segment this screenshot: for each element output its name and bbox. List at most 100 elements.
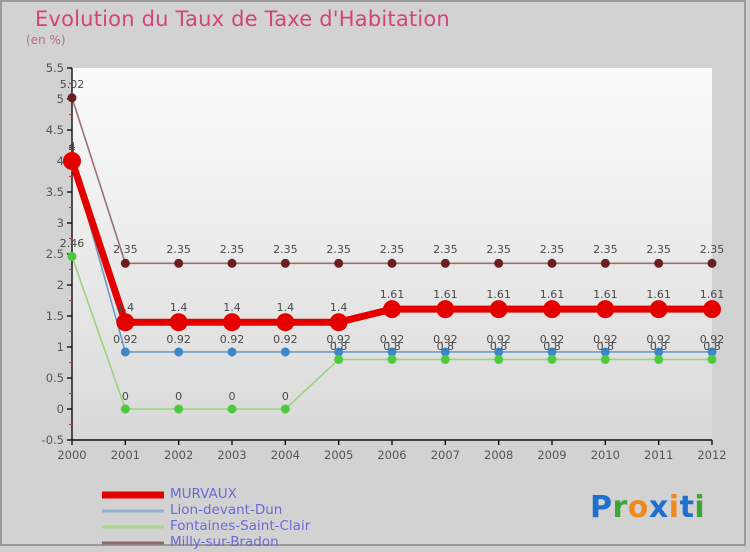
data-point-label: 0.8	[489, 340, 508, 354]
chart-legend: MURVAUX Lion-devant-Dun Fontaines-Saint-Cl…	[102, 486, 402, 551]
legend-item-2[interactable]: Fontaines-Saint-Clair	[102, 518, 402, 535]
data-point-label: 2.46	[59, 237, 85, 251]
data-point-label: 2.35	[219, 243, 245, 257]
x-axis-tick-label: 2000	[57, 448, 87, 462]
x-axis-tick-label: 2010	[590, 448, 620, 462]
legend-color-swatch	[102, 541, 164, 545]
data-point-label: 1.61	[539, 288, 565, 302]
data-point-label: 0.92	[379, 332, 405, 346]
data-point-label: 0.8	[649, 340, 668, 354]
data-point-label: 0.8	[383, 340, 401, 354]
x-axis-tick-label: 2009	[537, 448, 567, 462]
data-point-label: 4	[68, 140, 76, 153]
data-point-label: 0.92	[433, 332, 458, 346]
x-axis-tick-label: 2003	[217, 448, 247, 462]
data-point-label: 2.35	[646, 243, 671, 257]
data-point-label: 1.61	[593, 288, 618, 302]
legend-label: Fontaines-Saint-Clair	[170, 518, 311, 534]
data-point-label: 2.35	[113, 243, 138, 257]
data-point-label: 1.4	[116, 301, 135, 315]
data-point-label: 2.35	[539, 243, 565, 257]
logo-letter: r	[612, 490, 628, 525]
x-axis-tick-label: 2008	[484, 448, 514, 462]
y-axis-tick-label: 1	[56, 340, 64, 354]
data-point-label: 0.8	[703, 340, 721, 354]
y-axis-tick-label: 0	[56, 402, 64, 416]
logo-letter: t	[679, 490, 695, 525]
data-point-label: 0.8	[436, 340, 455, 354]
data-point-label: 2.35	[433, 243, 458, 257]
data-point-label: 0.92	[539, 332, 565, 346]
data-point-label: 0.8	[596, 340, 615, 354]
x-axis-tick-label: 2007	[430, 448, 460, 462]
data-point-label: 0.92	[166, 332, 191, 346]
logo-letter: i	[694, 490, 706, 525]
x-axis-tick-label: 2001	[110, 448, 140, 462]
data-point-label: 5.02	[59, 77, 85, 91]
legend-color-swatch	[102, 509, 164, 513]
data-point-label: 1.4	[169, 301, 188, 315]
x-axis-tick-label: 2004	[270, 448, 300, 462]
y-axis-tick-label: 2.5	[45, 247, 64, 261]
y-axis-tick-label: 5.5	[45, 61, 64, 75]
data-point-label: 0.8	[329, 340, 348, 354]
legend-label: Lion-devant-Dun	[170, 502, 283, 518]
legend-item-1[interactable]: Lion-devant-Dun	[102, 502, 402, 519]
data-point-label: 1.61	[379, 288, 405, 302]
y-axis-tick-label: 4.5	[45, 123, 64, 137]
data-point-label: 2.35	[699, 243, 725, 257]
legend-item-0[interactable]: MURVAUX	[102, 486, 402, 503]
x-axis-tick-label: 2005	[324, 448, 354, 462]
legend-color-swatch	[102, 491, 164, 499]
y-axis-tick-label: 0.5	[45, 371, 64, 385]
chart-units-label: (en %)	[26, 33, 66, 47]
legend-item-3[interactable]: Milly-sur-Bradon	[102, 534, 402, 551]
logo-letter: P	[590, 490, 613, 525]
data-point-label: 1.61	[699, 288, 725, 302]
data-point-label: 0	[175, 390, 183, 403]
y-axis-tick-label: 3	[56, 216, 64, 230]
data-point-label: 2.35	[593, 243, 618, 257]
data-point-label: 1.4	[276, 301, 295, 315]
data-point-label: 0.92	[646, 332, 671, 346]
data-point-label: 4	[68, 142, 76, 155]
y-axis-tick-label: 2	[56, 278, 64, 292]
x-axis-tick-label: 2006	[377, 448, 407, 462]
data-point-label: 1.4	[223, 301, 241, 315]
legend-label: Milly-sur-Bradon	[170, 534, 279, 550]
data-point-label: 0.92	[113, 332, 138, 346]
data-point-label: 0.92	[593, 332, 618, 346]
y-axis-tick-label: 4	[56, 154, 64, 168]
data-point-label: 0	[121, 390, 129, 403]
legend-color-swatch	[102, 525, 164, 529]
data-point-label: 0.92	[219, 332, 245, 346]
data-point-label: 0.8	[543, 340, 561, 354]
data-point-label: 1.61	[433, 288, 458, 302]
y-axis-tick-label: 5	[56, 92, 64, 106]
data-point-label: 2.35	[379, 243, 405, 257]
data-point-label: 1.61	[646, 288, 671, 302]
page-title: Evolution du Taux de Taxe d'Habitation	[35, 7, 450, 31]
data-point-label: 0.92	[486, 332, 511, 346]
data-point-label: 2.35	[486, 243, 511, 257]
data-point-label: 0.92	[699, 332, 725, 346]
data-point-label: 0	[228, 390, 236, 403]
x-axis-tick-label: 2012	[697, 448, 727, 462]
logo-letter: i	[668, 490, 680, 525]
data-point-label: 0	[281, 390, 289, 403]
x-axis-tick-label: 2011	[644, 448, 674, 462]
logo-letter: x	[648, 490, 669, 525]
data-point-label: 0.92	[326, 332, 351, 346]
y-axis-tick-label: -0.5	[41, 433, 64, 447]
data-point-label: 0.92	[273, 332, 298, 346]
data-point-label: 1.61	[486, 288, 511, 302]
y-axis-tick-label: 1.5	[45, 309, 64, 323]
proxiti-logo: Proxiti	[590, 490, 705, 525]
data-point-label: 2.35	[166, 243, 191, 257]
legend-label: MURVAUX	[170, 486, 237, 502]
data-point-label: 2.35	[273, 243, 298, 257]
logo-letter: o	[627, 490, 649, 525]
y-axis-tick-label: 3.5	[45, 185, 64, 199]
data-point-label: 2.35	[326, 243, 351, 257]
